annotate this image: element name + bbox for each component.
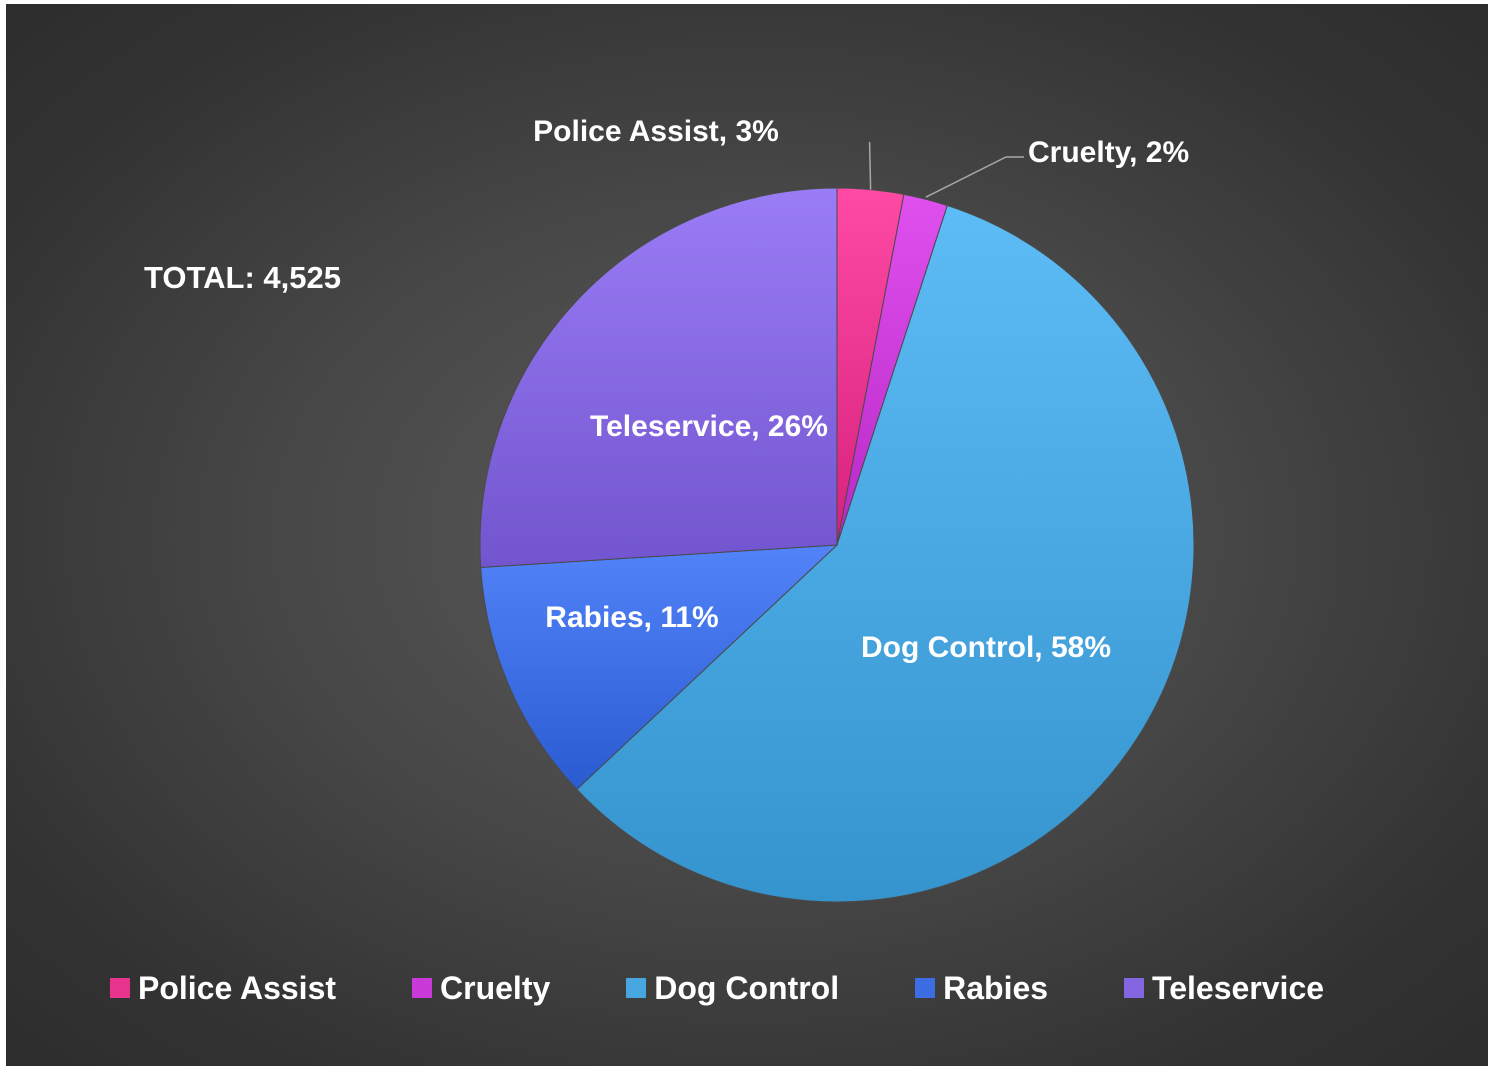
chart-area: TOTAL: 4,525 Police Assist, 3% Cruelty, 2…	[6, 4, 1488, 1066]
pie-slice-dog-control	[576, 204, 1195, 903]
legend-item-police-assist: Police Assist	[110, 970, 336, 1007]
legend-item-cruelty: Cruelty	[412, 970, 550, 1007]
legend-item-dog-control: Dog Control	[626, 970, 839, 1007]
legend-label: Cruelty	[440, 969, 551, 1006]
legend-swatch	[626, 978, 647, 998]
legend-swatch	[110, 978, 130, 998]
total-annotation: TOTAL: 4,525	[144, 260, 341, 295]
legend-label: Police Assist	[138, 969, 337, 1006]
pie-slice-rabies	[480, 544, 839, 791]
legend-item-teleservice: Teleservice	[1124, 970, 1324, 1007]
legend-swatch	[1124, 978, 1145, 998]
data-label-cruelty: Cruelty, 2%	[1028, 136, 1189, 169]
legend-label: Dog Control	[654, 969, 840, 1006]
pie-slice-teleservice	[479, 187, 838, 568]
legend-swatch	[412, 978, 433, 998]
data-label-rabies: Rabies, 11%	[545, 601, 718, 634]
data-label-police-assist: Police Assist, 3%	[533, 115, 779, 148]
legend-swatch	[915, 978, 936, 998]
leader-line-cruelty	[925, 156, 1024, 198]
pie-chart: Police Assist, 3% Cruelty, 2% Dog Control,…	[479, 115, 1195, 903]
legend: Police Assist Cruelty Dog Control Rabies Tel…	[110, 966, 1324, 1010]
legend-label: Teleservice	[1152, 969, 1325, 1006]
leader-line-police-assist	[868, 141, 872, 190]
data-label-teleservice: Teleservice, 26%	[590, 410, 828, 443]
legend-label: Rabies	[943, 969, 1049, 1006]
legend-item-rabies: Rabies	[915, 970, 1048, 1007]
data-label-dog-control: Dog Control, 58%	[861, 631, 1111, 664]
